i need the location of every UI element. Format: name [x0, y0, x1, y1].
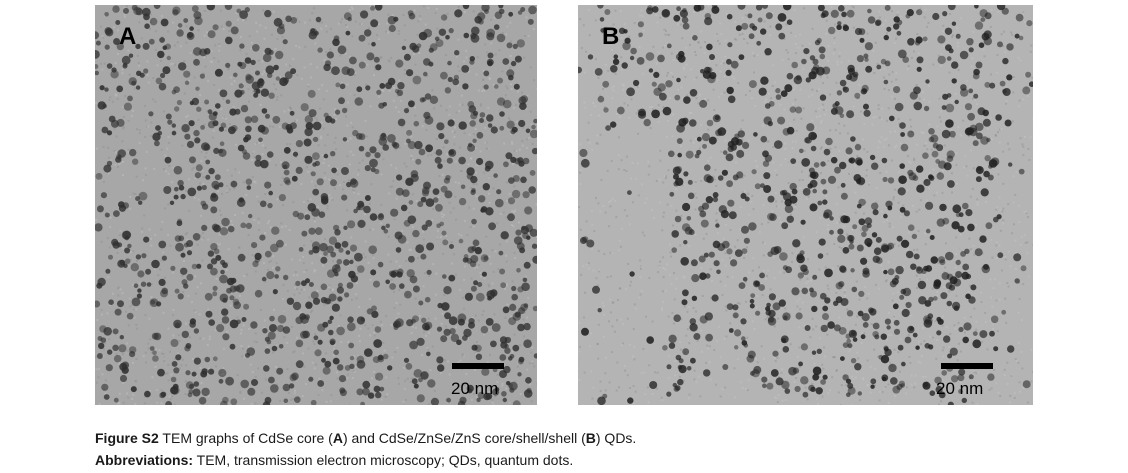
caption-bold-a: A: [332, 430, 343, 446]
caption-bold-b: B: [585, 430, 596, 446]
abbreviations-caption: Abbreviations: TEM, transmission electro…: [95, 452, 573, 468]
tem-micrograph-b: [578, 5, 1033, 405]
panel-label-b: B: [602, 23, 620, 50]
tem-image-panel-a: A 20 nm: [95, 5, 537, 405]
abbreviations-label: Abbreviations:: [95, 452, 194, 468]
figure-caption: Figure S2 TEM graphs of CdSe core (A) an…: [95, 430, 636, 446]
tem-image-panel-b: B 20 nm: [578, 5, 1033, 405]
scale-bar-a: [452, 363, 504, 369]
figure-label: Figure S2: [95, 430, 159, 446]
caption-text-3: ) QDs.: [595, 430, 637, 446]
scale-label-a: 20 nm: [451, 379, 499, 398]
scale-label-b: 20 nm: [936, 379, 984, 398]
scale-bar-b: [941, 363, 993, 369]
caption-text-1: TEM graphs of CdSe core (: [158, 430, 333, 446]
panel-label-a: A: [119, 23, 137, 50]
abbreviations-text: TEM, transmission electron microscopy; Q…: [193, 452, 574, 468]
tem-micrograph-a: [95, 5, 537, 405]
caption-text-2: ) and CdSe/ZnSe/ZnS core/shell/shell (: [342, 430, 586, 446]
